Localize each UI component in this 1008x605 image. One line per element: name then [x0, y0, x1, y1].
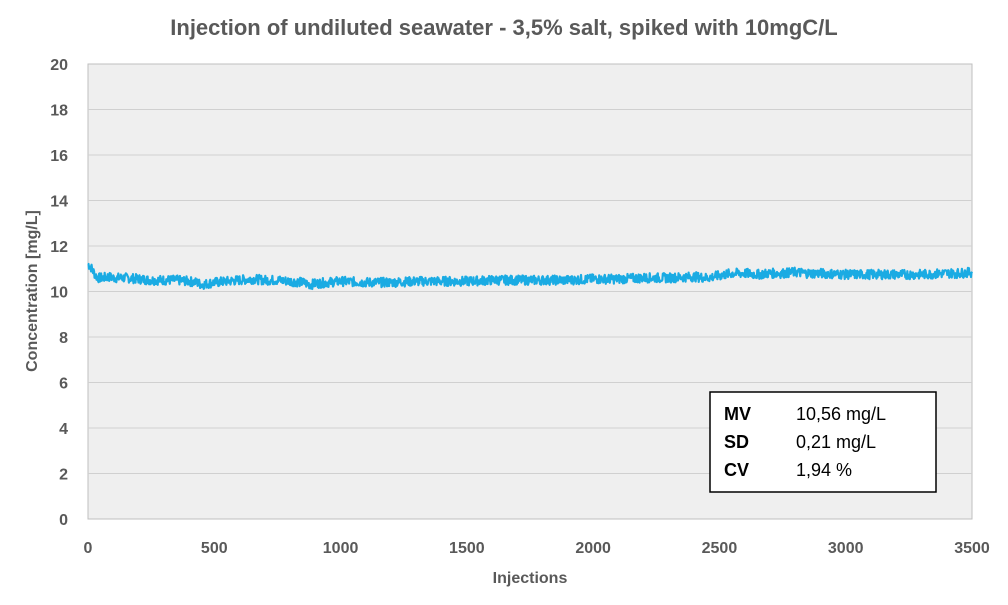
y-tick-label: 0 [59, 512, 68, 529]
stat-sd-value: 0,21 mg/L [796, 432, 876, 452]
x-tick-label: 1500 [449, 540, 485, 557]
y-axis-ticks: 0 2 4 6 8 10 12 14 16 18 20 [50, 57, 68, 529]
y-tick-label: 18 [50, 103, 68, 120]
x-axis-ticks: 0 500 1000 1500 2000 2500 3000 3500 [84, 540, 990, 557]
y-tick-label: 8 [59, 330, 68, 347]
y-tick-label: 14 [50, 194, 68, 211]
chart-title: Injection of undiluted seawater - 3,5% s… [170, 15, 837, 40]
y-tick-label: 4 [59, 421, 68, 438]
y-tick-label: 2 [59, 467, 68, 484]
x-tick-label: 500 [201, 540, 228, 557]
x-tick-label: 0 [84, 540, 93, 557]
stat-sd-name: SD [724, 432, 749, 452]
stat-cv-name: CV [724, 460, 749, 480]
stat-mv-value: 10,56 mg/L [796, 404, 886, 424]
y-tick-label: 12 [50, 239, 68, 256]
statistics-box: MV 10,56 mg/L SD 0,21 mg/L CV 1,94 % [709, 391, 937, 493]
series-line-0 [87, 262, 973, 291]
x-axis-label: Injections [493, 570, 568, 587]
stat-mv-name: MV [724, 404, 751, 424]
y-axis-label: Concentration [mg/L] [24, 210, 41, 372]
stat-cv-value: 1,94 % [796, 460, 852, 480]
x-tick-label: 3500 [954, 540, 990, 557]
y-tick-label: 10 [50, 285, 68, 302]
x-tick-label: 3000 [828, 540, 864, 557]
statistics-box-frame [709, 391, 937, 493]
x-tick-label: 2000 [575, 540, 611, 557]
x-tick-label: 2500 [702, 540, 738, 557]
y-tick-label: 16 [50, 148, 68, 165]
y-tick-label: 6 [59, 376, 68, 393]
x-tick-label: 1000 [323, 540, 359, 557]
series-layer [87, 262, 973, 291]
y-tick-label: 20 [50, 57, 68, 74]
